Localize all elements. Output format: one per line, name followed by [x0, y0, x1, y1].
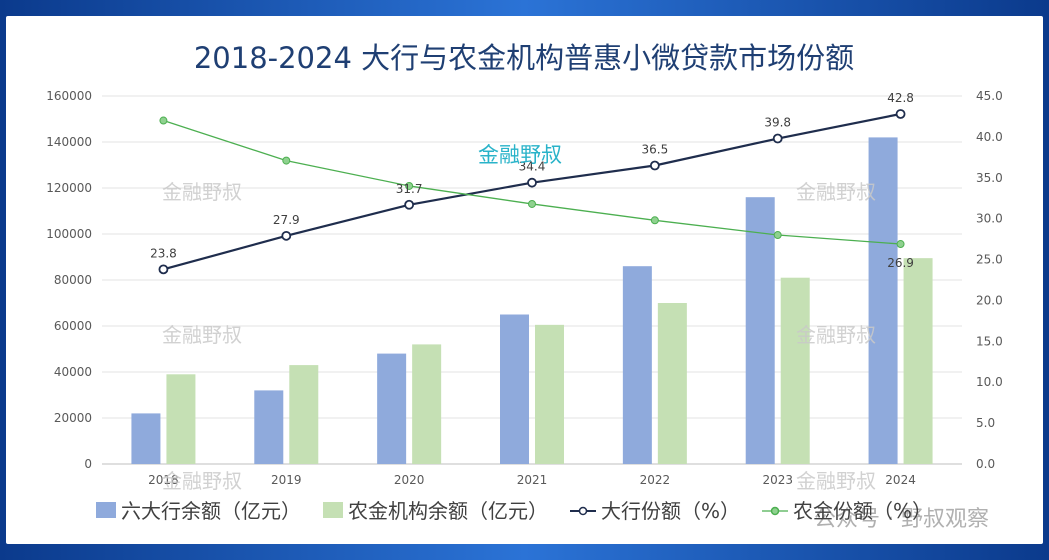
y-right-tick-label: 40.0 — [976, 130, 1003, 144]
y-left-tick-label: 100000 — [46, 227, 92, 241]
y-left-tick-label: 140000 — [46, 135, 92, 149]
point — [896, 240, 905, 249]
legend-swatch — [323, 502, 343, 518]
x-tick-label: 2021 — [517, 473, 548, 487]
y-right-tick-label: 35.0 — [976, 171, 1003, 185]
bar — [535, 324, 564, 464]
x-tick-label: 2020 — [394, 473, 425, 487]
legend-label: 六大行余额（亿元） — [121, 499, 301, 523]
chart-card: 2018-2024 大行与农金机构普惠小微贷款市场份额 0 20000 40000 6… — [6, 16, 1043, 544]
data-label: 23.8 — [150, 246, 177, 260]
bar — [868, 137, 898, 464]
data-label: 27.9 — [273, 213, 300, 227]
gridlines — [102, 95, 962, 465]
y-right-tick-label: 20.0 — [976, 293, 1003, 307]
data-label: 39.8 — [764, 116, 791, 130]
point — [405, 181, 414, 190]
legend-swatch — [96, 502, 116, 518]
legend-item: 大行份额（%） — [570, 499, 740, 523]
bar — [166, 374, 196, 464]
watermark-text-blue: 金融野叔 — [478, 143, 562, 167]
watermark-text: 金融野叔 — [162, 323, 242, 347]
x-tick-label: 2022 — [640, 473, 671, 487]
bar — [254, 390, 284, 464]
data-label: 26.9 — [887, 256, 914, 270]
series-line — [163, 112, 901, 271]
bar — [500, 314, 529, 464]
bar — [657, 303, 687, 464]
watermark-text: 金融野叔 — [796, 180, 876, 204]
y-left-tick-label: 80000 — [54, 273, 92, 287]
bar — [622, 266, 652, 464]
data-label: 31.7 — [396, 182, 423, 196]
point — [281, 230, 292, 241]
data-label: 34.4 — [519, 160, 546, 174]
y-right-tick-label: 15.0 — [976, 334, 1003, 348]
legend: 六大行余额（亿元） 农金机构余额（亿元） 大行份额（%） 农金份额（%） — [96, 499, 932, 523]
legend-marker — [770, 506, 780, 516]
watermark-text: 金融野叔 — [796, 323, 876, 347]
x-tick-label: 2023 — [762, 473, 793, 487]
x-tick-label: 2019 — [271, 473, 302, 487]
lines — [158, 109, 906, 275]
bar — [780, 277, 810, 464]
bar — [903, 258, 933, 464]
y-right-tick-label: 0.0 — [976, 457, 995, 471]
y-left-tick-label: 20000 — [54, 411, 92, 425]
y-right-tick-label: 5.0 — [976, 416, 995, 430]
legend-label: 大行份额（%） — [601, 499, 740, 523]
y-right-tick-label: 10.0 — [976, 375, 1003, 389]
data-labels: 23.8 27.9 31.7 34.4 36.5 39.8 42.8 26.9 — [150, 91, 914, 270]
y-left-tick-label: 160000 — [46, 89, 92, 103]
y-left-tick-label: 40000 — [54, 365, 92, 379]
point — [895, 109, 906, 119]
legend-label: 农金份额（%） — [793, 499, 932, 523]
bars — [131, 137, 933, 464]
y-right-tick-label: 30.0 — [976, 212, 1003, 226]
point — [649, 160, 660, 171]
legend-item: 农金份额（%） — [762, 499, 932, 523]
bar — [745, 197, 775, 464]
y-left-tick-label: 60000 — [54, 319, 92, 333]
bar — [377, 353, 407, 464]
legend-marker — [578, 506, 588, 516]
bar — [412, 344, 442, 464]
data-label: 42.8 — [887, 91, 914, 105]
point — [282, 156, 291, 165]
point — [650, 216, 659, 225]
chart: 2018-2024 大行与农金机构普惠小微贷款市场份额 0 20000 40000 6… — [46, 41, 1003, 532]
point — [158, 264, 169, 275]
x-tick-label: 2024 — [885, 473, 916, 487]
y-left-tick-label: 0 — [84, 457, 92, 471]
y-right-tick-label: 25.0 — [976, 253, 1003, 267]
point — [527, 177, 537, 188]
x-tick-label: 2018 — [148, 473, 179, 487]
point — [772, 133, 783, 144]
legend-item: 六大行余额（亿元） — [96, 499, 301, 523]
data-label: 36.5 — [641, 143, 668, 157]
bar — [131, 413, 161, 464]
watermark-text: 金融野叔 — [796, 469, 876, 493]
axes: 0 20000 40000 60000 80000 100000 120000 140000 1… — [46, 89, 1003, 487]
point — [773, 231, 782, 240]
bar — [289, 365, 319, 464]
watermark-text: 金融野叔 — [162, 469, 242, 493]
legend-item: 农金机构余额（亿元） — [323, 499, 548, 523]
legend-label: 农金机构余额（亿元） — [348, 499, 548, 523]
watermark-bottom-text: 公众号 · 野叔观察 — [814, 507, 989, 532]
y-left-tick-label: 120000 — [46, 181, 92, 195]
point — [159, 116, 168, 125]
point — [404, 199, 415, 210]
watermark-text: 金融野叔 — [162, 180, 242, 204]
y-right-tick-label: 45.0 — [976, 89, 1003, 103]
point — [528, 199, 536, 208]
chart-title: 2018-2024 大行与农金机构普惠小微贷款市场份额 — [194, 41, 854, 75]
